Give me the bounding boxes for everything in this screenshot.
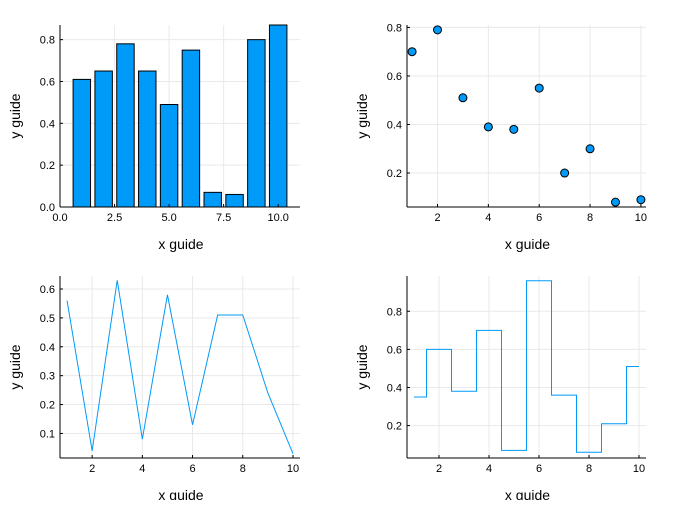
- y-tick-label: 0.4: [387, 382, 402, 394]
- y-tick-label: 0.2: [40, 160, 55, 172]
- y-tick-label: 0.0: [40, 202, 55, 214]
- x-axis-label: x guide: [158, 236, 203, 252]
- scatter-point: [509, 124, 519, 134]
- scatter-point: [483, 122, 493, 132]
- subplot-3: 2 4 6 8 10 0.1 0.2 0.3 0.4 0.5 0.6 x guide y guide: [7, 276, 300, 503]
- x-tick-label: 10.0: [267, 212, 288, 224]
- bar: [116, 43, 135, 208]
- x-tick-label: 6: [536, 212, 542, 224]
- x-tick-label: 8: [586, 463, 592, 475]
- scatter-point: [610, 197, 620, 207]
- bar: [247, 39, 266, 208]
- x-tick-label: 8: [587, 212, 593, 224]
- x-tick-label: 2.5: [107, 212, 122, 224]
- series-line: [414, 280, 639, 453]
- scatter-point: [407, 47, 417, 57]
- y-tick-label: 0.5: [40, 313, 55, 325]
- y-axis-label: y guide: [7, 93, 23, 138]
- scatter-point: [433, 25, 443, 35]
- x-tick-label: 10: [287, 463, 299, 475]
- y-axis-label: y guide: [354, 93, 370, 138]
- series-line: [66, 280, 294, 454]
- y-tick-label: 0.2: [387, 421, 402, 433]
- y-tick-label: 0.6: [40, 284, 55, 296]
- bar: [138, 70, 157, 208]
- bar: [181, 49, 201, 208]
- y-tick-label: 0.6: [387, 344, 402, 356]
- x-tick-label: 7.5: [216, 212, 231, 224]
- bar: [203, 191, 222, 208]
- scatter-point: [560, 168, 570, 178]
- subplot-2: 2 4 6 8 10 0.2 0.4 0.6 0.8 x guide y guide: [354, 22, 647, 252]
- x-axis-label: x guide: [158, 487, 203, 500]
- y-tick-label: 0.1: [40, 428, 55, 440]
- y-axis-label: y guide: [354, 344, 370, 389]
- y-tick-label: 0.8: [387, 22, 402, 34]
- bar: [268, 24, 288, 208]
- y-tick-label: 0.4: [387, 119, 402, 131]
- y-tick-label: 0.2: [40, 400, 55, 412]
- scatter-point: [458, 93, 468, 103]
- x-tick-label: 5.0: [161, 212, 176, 224]
- x-tick-label: 10: [635, 212, 647, 224]
- x-tick-label: 4: [485, 212, 491, 224]
- scatter-point: [585, 144, 595, 154]
- scatter-point: [534, 83, 544, 93]
- x-tick-label: 10: [633, 463, 645, 475]
- y-tick-label: 0.4: [40, 118, 55, 130]
- x-tick-label: 0.0: [52, 212, 67, 224]
- y-tick-label: 0.2: [387, 168, 402, 180]
- x-tick-label: 2: [89, 463, 95, 475]
- x-tick-label: 6: [189, 463, 195, 475]
- bar: [94, 70, 113, 208]
- x-axis-label: x guide: [505, 487, 550, 500]
- subplot-1: 0.0 2.5 5.0 7.5 10.0 0.0 0.2 0.4 0.6 0.8 x guide y …: [7, 24, 300, 252]
- x-tick-label: 2: [436, 463, 442, 475]
- x-axis-label: x guide: [505, 236, 550, 252]
- y-tick-label: 0.6: [387, 71, 402, 83]
- y-tick-label: 0.8: [387, 306, 402, 318]
- y-tick-label: 0.4: [40, 342, 55, 354]
- x-tick-label: 4: [139, 463, 145, 475]
- bar: [225, 193, 244, 208]
- scatter-point: [636, 195, 646, 205]
- bar: [159, 103, 179, 208]
- y-tick-label: 0.3: [40, 371, 55, 383]
- x-tick-label: 6: [536, 463, 542, 475]
- x-tick-label: 2: [434, 212, 440, 224]
- x-tick-label: 4: [486, 463, 492, 475]
- y-axis-label: y guide: [7, 344, 23, 389]
- y-tick-label: 0.6: [40, 76, 55, 88]
- bar: [72, 78, 92, 208]
- subplot-4: 2 4 6 8 10 0.2 0.4 0.6 0.8 x guide y guide: [354, 276, 646, 503]
- y-tick-label: 0.8: [40, 35, 55, 47]
- x-tick-label: 8: [240, 463, 246, 475]
